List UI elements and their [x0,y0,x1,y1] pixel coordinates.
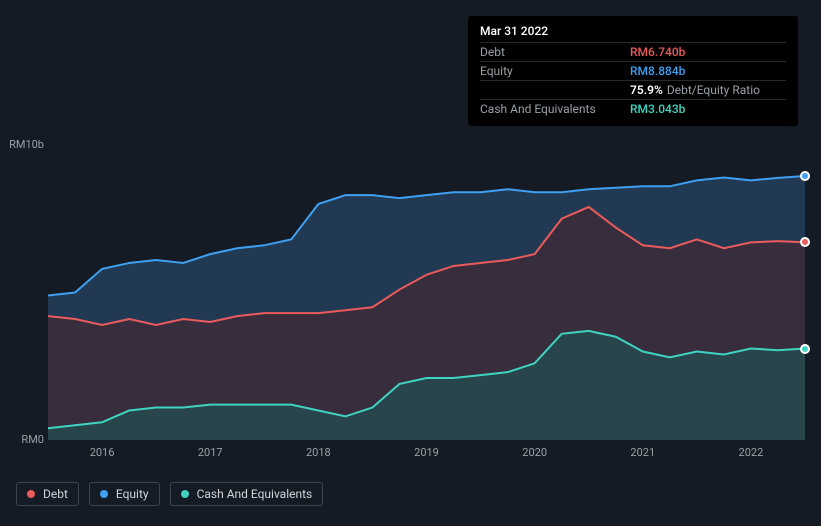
tooltip-title: Mar 31 2022 [480,24,786,38]
legend-item-cash-and-equivalents[interactable]: Cash And Equivalents [170,482,324,506]
tooltip-row: EquityRM8.884b [480,61,786,80]
y-axis-label: RM10b [9,138,44,151]
x-axis-label: 2018 [306,446,331,459]
x-axis-label: 2017 [198,446,223,459]
tooltip-label: Equity [480,64,630,78]
x-axis-label: 2022 [739,446,764,459]
tooltip-label [480,83,630,97]
y-axis-label: RM0 [21,433,44,446]
legend-dot-icon [27,490,35,498]
legend-dot-icon [100,490,108,498]
legend-dot-icon [181,490,189,498]
x-axis-label: 2016 [90,446,115,459]
legend-label: Debt [43,487,68,501]
tooltip-value: RM3.043b [630,102,685,116]
equity-end-marker [800,171,810,181]
tooltip-row: DebtRM6.740b [480,42,786,61]
tooltip-label: Cash And Equivalents [480,102,630,116]
chart-tooltip: Mar 31 2022DebtRM6.740bEquityRM8.884b75.… [468,16,798,126]
tooltip-ratio: 75.9%Debt/Equity Ratio [630,83,760,97]
tooltip-label: Debt [480,45,630,59]
x-axis-label: 2019 [414,446,439,459]
tooltip-row: Cash And EquivalentsRM3.043b [480,99,786,118]
chart-legend: Debt Equity Cash And Equivalents [16,482,323,506]
legend-item-debt[interactable]: Debt [16,482,79,506]
x-axis-label: 2021 [630,446,655,459]
tooltip-value: RM6.740b [630,45,685,59]
tooltip-value: RM8.884b [630,64,685,78]
legend-item-equity[interactable]: Equity [89,482,160,506]
debt-end-marker [800,237,810,247]
tooltip-row: 75.9%Debt/Equity Ratio [480,80,786,99]
cash-end-marker [800,344,810,354]
legend-label: Equity [116,487,149,501]
x-axis-label: 2020 [522,446,547,459]
legend-label: Cash And Equivalents [197,487,313,501]
